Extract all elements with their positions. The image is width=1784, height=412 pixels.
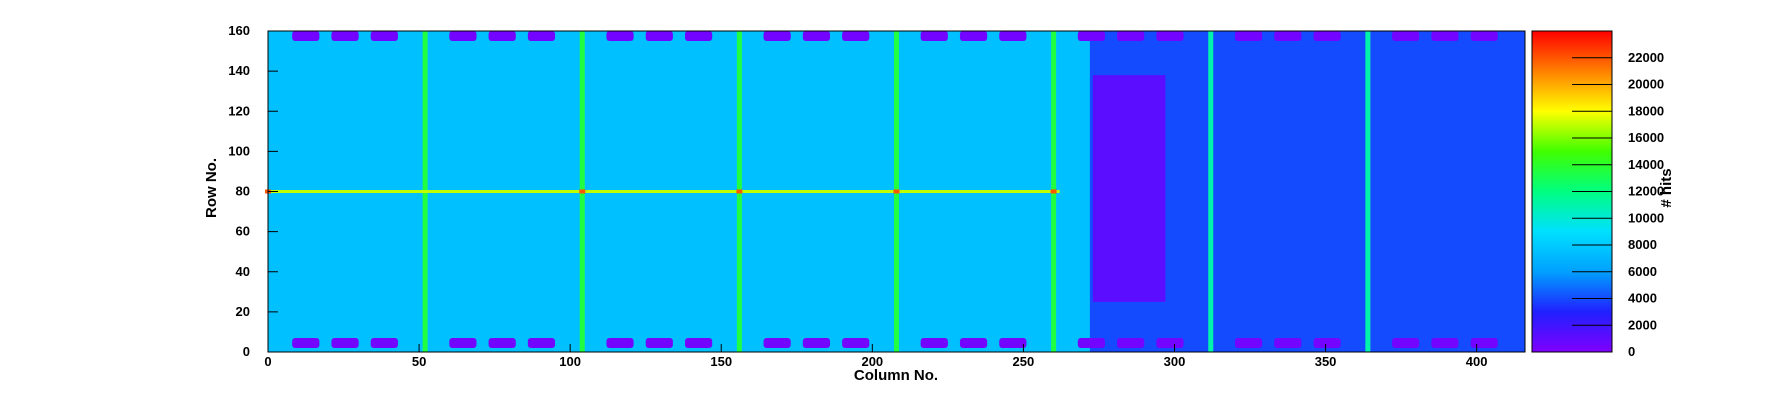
pad-block <box>1313 337 1341 348</box>
z-tick-label: 8000 <box>1628 237 1657 252</box>
x-tick-label: 350 <box>1315 354 1337 369</box>
pad-block <box>449 31 477 42</box>
y-axis-title: Row No. <box>203 158 220 218</box>
pad-block <box>999 337 1027 348</box>
pad-block <box>959 337 988 348</box>
pad-block <box>999 31 1027 42</box>
pad-block <box>1156 31 1184 42</box>
hot-spot <box>736 189 743 194</box>
pad-block <box>959 31 988 42</box>
pad-block <box>842 337 870 348</box>
x-axis-title: Column No. <box>854 367 938 384</box>
x-tick-label: 400 <box>1466 354 1488 369</box>
pad-block <box>1313 31 1341 42</box>
y-tick-label: 160 <box>228 23 250 38</box>
z-axis-title: # hits <box>1658 168 1675 207</box>
dense-band-region <box>1092 75 1166 302</box>
z-tick-label: 6000 <box>1628 264 1657 279</box>
heatmap-cells <box>265 31 1525 352</box>
pad-block <box>488 337 516 348</box>
pad-block <box>1077 337 1105 348</box>
x-tick-label: 150 <box>710 354 732 369</box>
hot-spot <box>1050 189 1057 194</box>
y-tick-label: 20 <box>236 304 250 319</box>
pad-block <box>1274 337 1302 348</box>
pad-block <box>1077 31 1105 42</box>
pad-block <box>606 31 634 42</box>
y-tick-label: 140 <box>228 63 250 78</box>
y-axis: 0 20 40 60 80 100 120 140 160 <box>228 23 278 359</box>
pad-block <box>1234 337 1263 348</box>
color-scale-bar: 0 2000 4000 6000 8000 10000 12000 14000 16000 180… <box>1531 30 1664 359</box>
pad-block <box>331 337 359 348</box>
pad-block <box>1117 337 1145 348</box>
pad-block <box>920 31 948 42</box>
y-tick-label: 60 <box>236 224 250 239</box>
pad-block <box>802 337 831 348</box>
x-tick-label: 50 <box>412 354 426 369</box>
pad-block <box>645 337 673 348</box>
y-tick-label: 100 <box>228 143 250 158</box>
z-tick-label: 14000 <box>1628 157 1664 172</box>
x-tick-label: 100 <box>559 354 581 369</box>
y-tick-label: 80 <box>236 184 250 199</box>
z-tick-label: 2000 <box>1628 317 1657 332</box>
pad-block <box>684 337 713 348</box>
pad-block <box>920 337 948 348</box>
z-tick-label: 18000 <box>1628 103 1664 118</box>
pad-block <box>1470 337 1498 348</box>
z-tick-label: 22000 <box>1628 50 1664 65</box>
bright-column <box>1365 31 1371 352</box>
pad-block <box>527 31 556 42</box>
pad-block <box>606 337 634 348</box>
z-tick-label: 20000 <box>1628 77 1664 92</box>
pad-block <box>1274 31 1302 42</box>
pad-block <box>292 337 320 348</box>
z-tick-label: 0 <box>1628 344 1635 359</box>
x-axis: 0 50 100 150 200 250 300 350 400 <box>264 344 1488 369</box>
y-tick-label: 0 <box>243 344 250 359</box>
pad-block <box>1470 31 1498 42</box>
z-tick-label: 4000 <box>1628 291 1657 306</box>
pad-block <box>645 31 673 42</box>
z-tick-label: 16000 <box>1628 130 1664 145</box>
bright-row <box>268 190 1060 193</box>
pad-block <box>449 337 477 348</box>
x-tick-label: 200 <box>861 354 883 369</box>
pad-block <box>763 337 791 348</box>
pad-block <box>1392 337 1420 348</box>
bright-column <box>1208 31 1214 352</box>
pad-block <box>802 31 831 42</box>
hot-spot <box>579 189 586 194</box>
pad-block <box>292 31 320 42</box>
hot-spot <box>893 189 900 194</box>
pad-block <box>488 31 516 42</box>
pad-block <box>527 337 556 348</box>
y-tick-label: 120 <box>228 103 250 118</box>
x-tick-label: 300 <box>1164 354 1186 369</box>
x-tick-label: 0 <box>264 354 271 369</box>
x-tick-label: 250 <box>1013 354 1035 369</box>
z-tick-label: 10000 <box>1628 210 1664 225</box>
pad-block <box>331 31 359 42</box>
pad-block <box>842 31 870 42</box>
pad-block <box>1431 31 1459 42</box>
pad-block <box>763 31 791 42</box>
pad-block <box>1234 31 1263 42</box>
pad-block <box>370 337 398 348</box>
pad-block <box>370 31 398 42</box>
pad-block <box>1431 337 1459 348</box>
pad-block <box>1392 31 1420 42</box>
y-tick-label: 40 <box>236 264 250 279</box>
pad-block <box>684 31 713 42</box>
pad-block <box>1117 31 1145 42</box>
z-tick-label: 12000 <box>1628 184 1664 199</box>
pad-block <box>1156 337 1184 348</box>
